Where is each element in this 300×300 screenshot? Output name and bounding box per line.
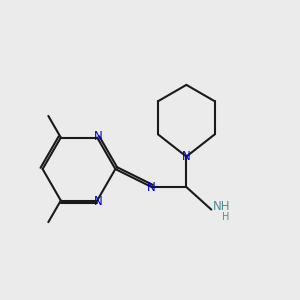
Text: N: N	[147, 181, 156, 194]
Text: H: H	[222, 212, 230, 222]
Text: N: N	[94, 195, 102, 208]
Text: NH: NH	[213, 200, 230, 213]
Text: N: N	[182, 150, 191, 163]
Text: N: N	[94, 130, 102, 143]
